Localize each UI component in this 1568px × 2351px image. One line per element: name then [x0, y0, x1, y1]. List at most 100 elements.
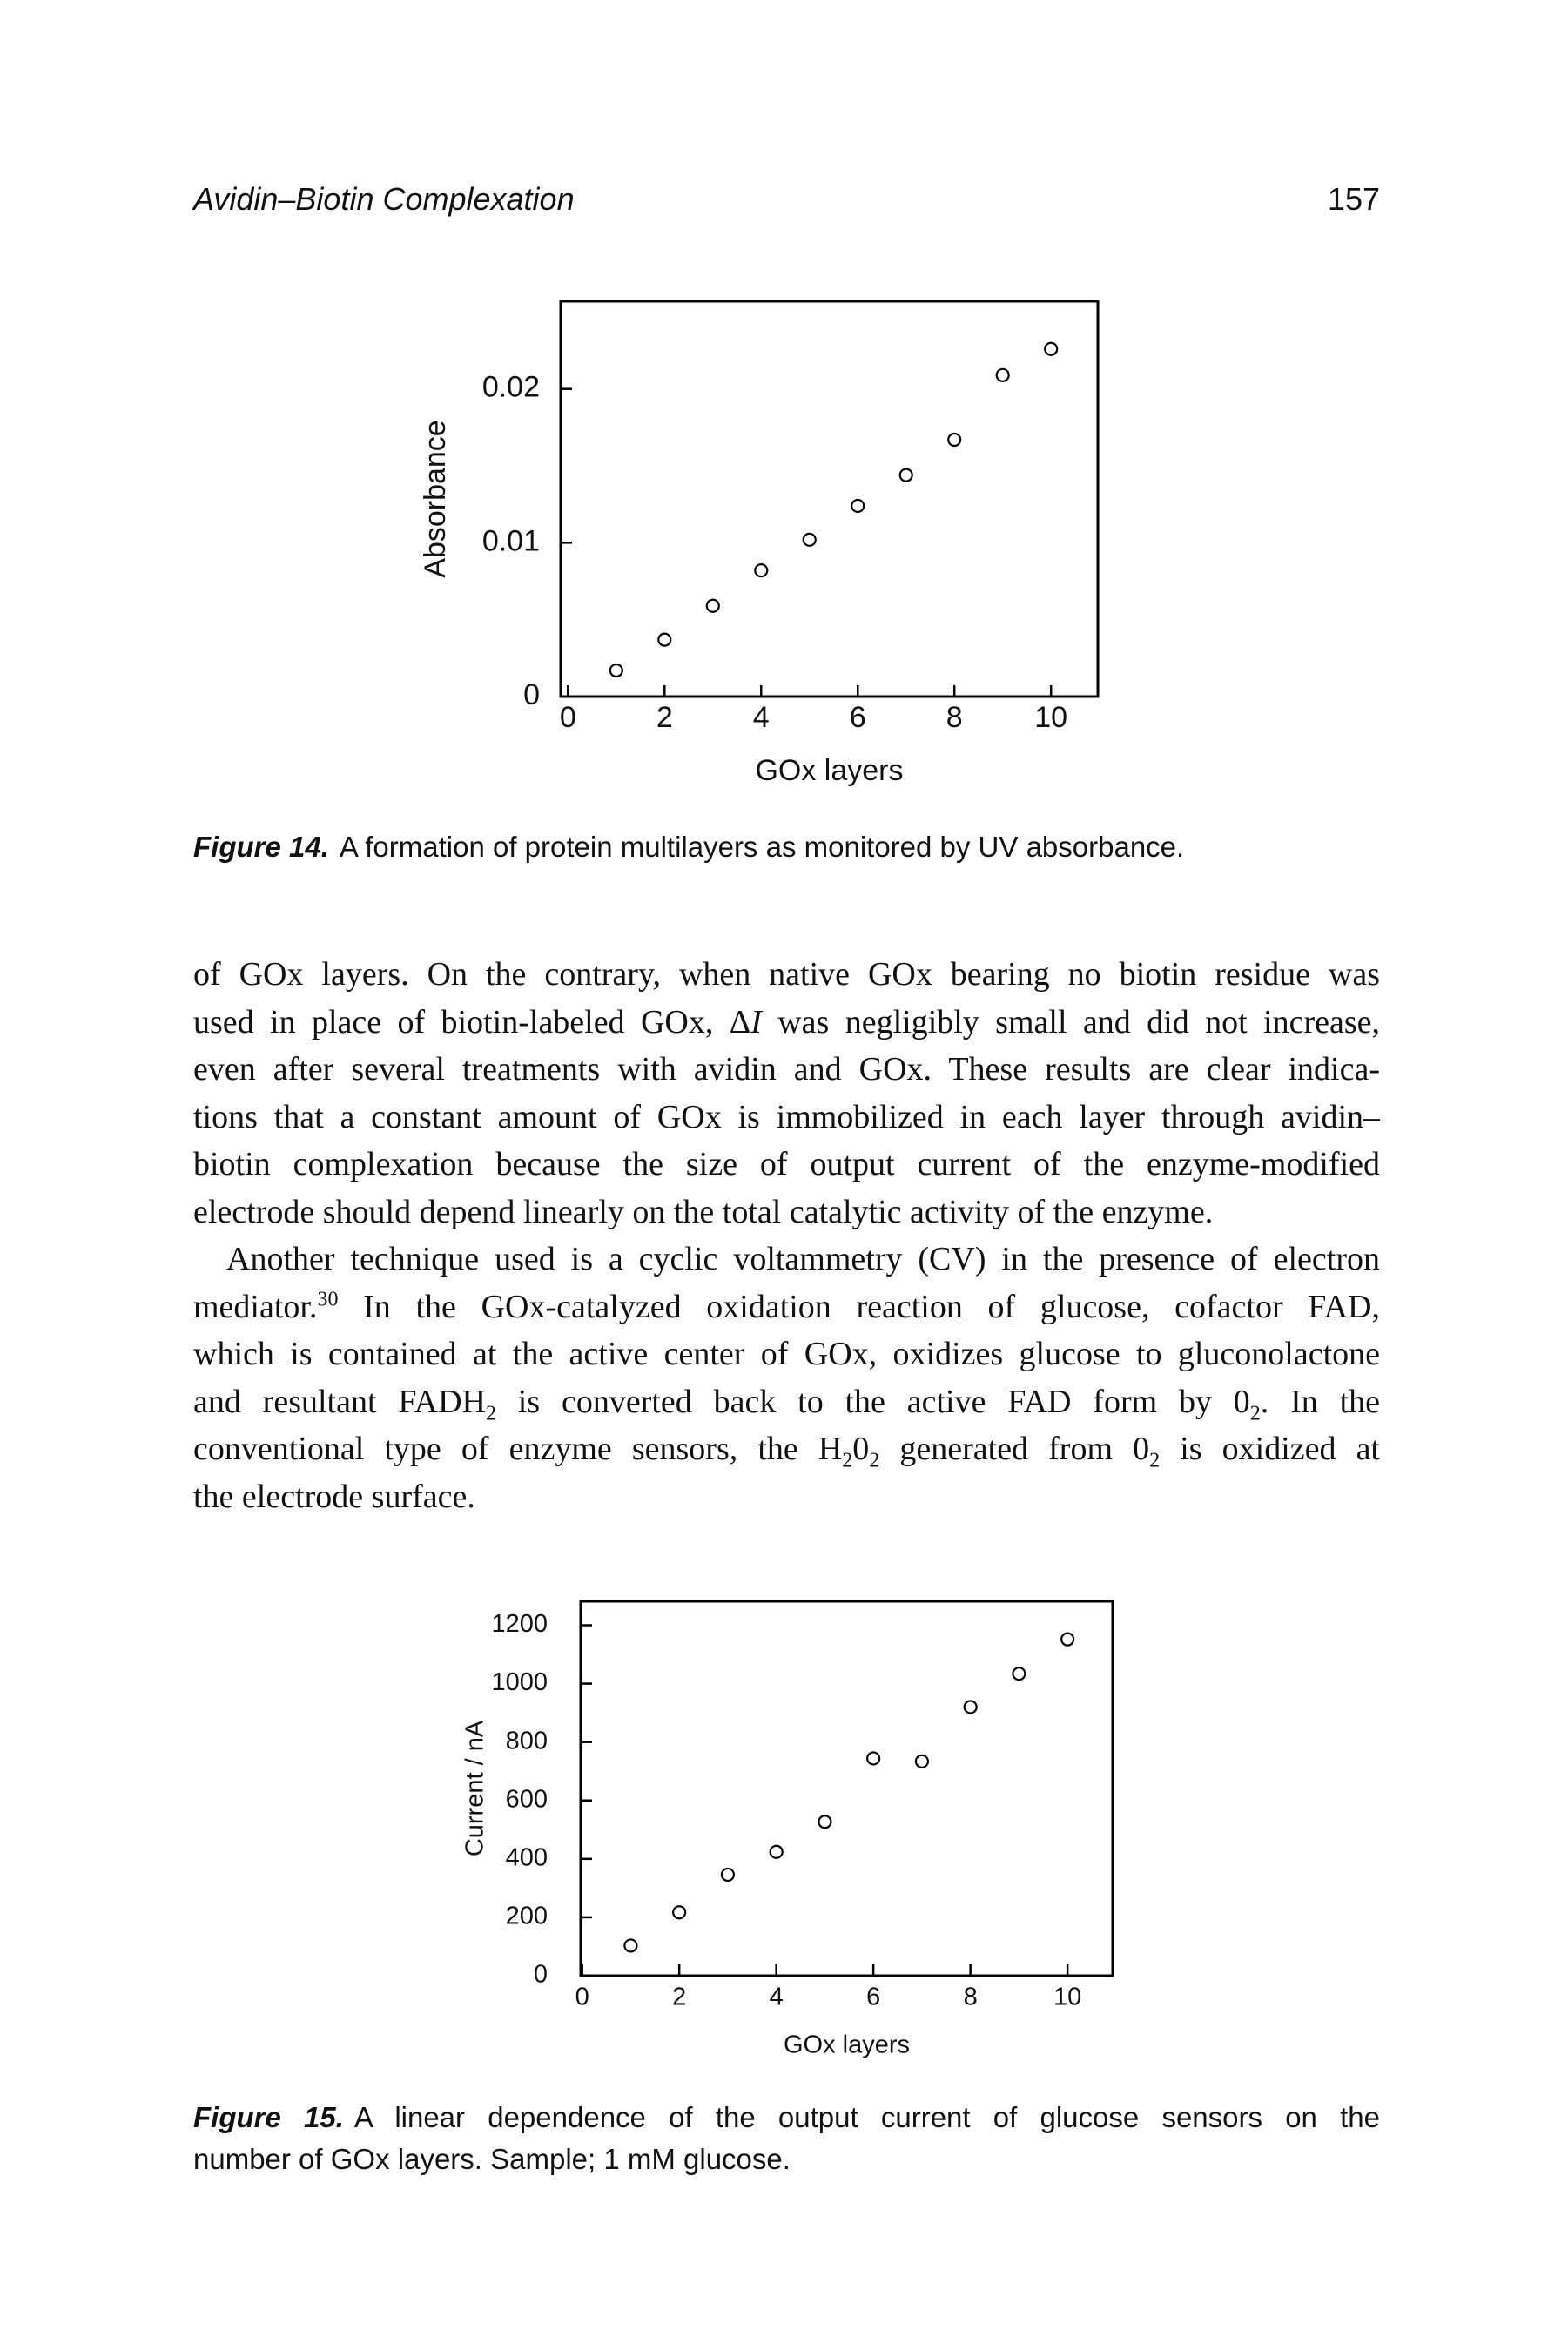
data-point: [802, 532, 817, 547]
text-line: of GOx layers. On the contrary, when nat…: [193, 951, 1380, 999]
sub-run: 2: [842, 1449, 853, 1472]
figure-label: Figure 15.: [193, 2101, 344, 2133]
text-run: . In the: [1260, 1383, 1380, 1420]
plot-frame: [579, 1600, 1114, 1977]
y-tick-label: 800: [506, 1727, 548, 1755]
text-run: the electrode surface.: [193, 1478, 475, 1515]
text-run: biotin complexation because the size of …: [193, 1146, 1380, 1182]
text-run: generated from 0: [879, 1431, 1150, 1467]
sub-run: 2: [869, 1449, 880, 1472]
sub-run: 2: [1249, 1402, 1261, 1425]
text-run: conventional type of enzyme sensors, the…: [193, 1431, 843, 1467]
text-run: tions that a constant amount of GOx is i…: [193, 1098, 1380, 1135]
caption-line: number of GOx layers. Sample; 1 mM gluco…: [193, 2139, 1380, 2180]
plot-frame: [559, 300, 1100, 698]
x-axis-label: GOx layers: [755, 754, 903, 787]
figure-caption: Figure 14. A formation of protein multila…: [193, 826, 1380, 868]
page-number: 157: [1327, 181, 1380, 217]
x-tick-label: 4: [753, 701, 770, 734]
paragraph: of GOx layers. On the contrary, when nat…: [193, 951, 1380, 1236]
text-run: 0: [852, 1431, 870, 1467]
text-line: used in place of biotin-labeled GOx, ΔI …: [193, 999, 1380, 1047]
x-tick-label: 6: [850, 701, 866, 734]
data-point: [769, 1844, 784, 1859]
x-tick-label: 2: [672, 1984, 686, 2011]
caption-text: number of GOx layers. Sample; 1 mM gluco…: [193, 2143, 791, 2175]
text-run: used in place of biotin-labeled GOx, Δ: [193, 1003, 751, 1041]
x-axis-label: GOx layers: [784, 2031, 910, 2059]
x-tick-label: 0: [575, 1984, 589, 2011]
text-run: even after several treatments with avidi…: [193, 1051, 1380, 1088]
text-line: the electrode surface.: [193, 1473, 1380, 1521]
text-run: and resultant FADH: [193, 1383, 486, 1420]
y-tick-label: 600: [506, 1785, 548, 1813]
text-line: mediator.30 In the GOx-catalyzed oxidati…: [193, 1283, 1380, 1331]
y-tick-label: 1200: [491, 1610, 548, 1638]
text-run: of GOx layers. On the contrary, when nat…: [193, 956, 1380, 993]
data-point: [754, 563, 769, 578]
italic-run: I: [750, 1003, 762, 1041]
y-axis-label: Absorbance: [419, 420, 452, 577]
y-axis-label: Current / nA: [461, 1720, 489, 1856]
x-tick-label: 0: [560, 701, 576, 734]
y-tick-label: 400: [506, 1843, 548, 1871]
text-run: which is contained at the active center …: [193, 1336, 1380, 1372]
data-point: [898, 468, 913, 482]
data-point: [963, 1700, 978, 1714]
x-tick-label: 2: [656, 701, 673, 734]
x-tick-label: 8: [964, 1984, 978, 2011]
caption-line: Figure 14. A formation of protein multila…: [193, 826, 1380, 868]
caption-line: Figure 15. A linear dependence of the out…: [193, 2097, 1380, 2139]
caption-text: A formation of protein multilayers as mo…: [339, 831, 1185, 863]
text-run: In the GOx-catalyzed oxidation reaction …: [338, 1288, 1380, 1325]
text-run: is converted back to the active FAD form…: [495, 1383, 1250, 1420]
data-point: [866, 1751, 881, 1766]
data-point: [1044, 341, 1059, 356]
text-line: conventional type of enzyme sensors, the…: [193, 1425, 1380, 1473]
sub-run: 2: [1149, 1449, 1161, 1472]
x-tick-label: 8: [946, 701, 963, 734]
text-line: biotin complexation because the size of …: [193, 1141, 1380, 1189]
data-point: [672, 1905, 687, 1920]
figure-caption: Figure 15. A linear dependence of the out…: [193, 2097, 1380, 2180]
body-text: of GOx layers. On the contrary, when nat…: [193, 951, 1380, 1520]
text-line: which is contained at the active center …: [193, 1330, 1380, 1378]
sup-run: 30: [317, 1287, 339, 1310]
text-run: electrode should depend linearly on the …: [193, 1193, 1214, 1230]
text-line: tions that a constant amount of GOx is i…: [193, 1094, 1380, 1142]
text-run: is oxidized at: [1160, 1431, 1380, 1467]
running-head: Avidin–Biotin Complexation: [193, 181, 575, 217]
text-run: Another technique used is a cyclic volta…: [226, 1241, 1380, 1277]
x-tick-label: 6: [866, 1984, 880, 2011]
data-point: [657, 632, 672, 647]
paragraph: Another technique used is a cyclic volta…: [193, 1236, 1380, 1520]
y-tick-label: 0.01: [482, 524, 540, 557]
data-point: [1060, 1632, 1075, 1647]
x-tick-label: 4: [770, 1984, 784, 2011]
text-run: was negligibly small and did not increas…: [761, 1003, 1380, 1041]
data-point: [1012, 1667, 1026, 1681]
data-point: [995, 367, 1010, 382]
x-tick-label: 10: [1034, 701, 1067, 734]
caption-text: A linear dependence of the output curren…: [353, 2101, 1380, 2133]
data-point: [947, 432, 962, 448]
text-line: and resultant FADH2 is converted back to…: [193, 1378, 1380, 1426]
data-point: [914, 1754, 930, 1768]
figure-label: Figure 14.: [193, 831, 329, 863]
data-point: [818, 1815, 832, 1829]
y-tick-label: 1000: [491, 1668, 548, 1696]
sub-run: 2: [485, 1402, 496, 1425]
text-line: even after several treatments with avidi…: [193, 1046, 1380, 1094]
text-line: Another technique used is a cyclic volta…: [193, 1236, 1380, 1283]
data-point: [851, 498, 865, 514]
y-tick-label: 0: [523, 678, 540, 711]
text-run: mediator.: [193, 1288, 318, 1325]
data-point: [623, 1938, 638, 1953]
data-point: [609, 663, 623, 678]
text-line: electrode should depend linearly on the …: [193, 1189, 1380, 1236]
y-tick-label: 0: [534, 1961, 548, 1989]
y-tick-label: 200: [506, 1903, 548, 1930]
data-point: [720, 1867, 736, 1883]
